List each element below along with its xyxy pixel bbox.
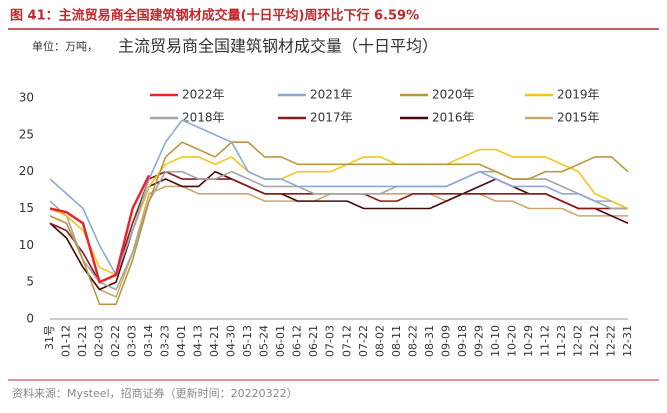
x-tick-label: 07-03: [324, 325, 337, 357]
y-tick-label: 15: [19, 201, 34, 215]
legend-label: 2020年: [432, 88, 475, 102]
x-tick-label: 07-22: [357, 325, 370, 357]
x-tick-label: 05-24: [258, 325, 271, 357]
x-tick-label: 04-21: [208, 325, 221, 357]
y-tick-label: 10: [19, 238, 34, 252]
x-tick-label: 10-10: [489, 325, 502, 357]
x-tick-label: 12-31: [621, 325, 634, 357]
x-tick-label: 06-01: [274, 325, 287, 357]
x-tick-label: 11-23: [555, 325, 568, 357]
y-tick-label: 25: [19, 127, 34, 141]
unit: 单位：万吨，: [32, 39, 98, 53]
y-tick-label: 20: [19, 164, 34, 178]
legend-label: 2017年: [310, 111, 353, 125]
chart-title: 主流贸易商全国建筑钢材成交量（十日平均）: [118, 37, 438, 56]
y-tick-label: 30: [19, 91, 34, 105]
x-tick-label: 11-12: [538, 325, 551, 357]
x-tick-label: 08-31: [423, 325, 436, 357]
legend-label: 2022年: [182, 88, 225, 102]
x-tick-label: 31号: [43, 325, 56, 350]
x-tick-label: 06-12: [291, 325, 304, 357]
x-tick-label: 09-29: [472, 325, 485, 357]
legend-label: 2019年: [557, 88, 600, 102]
series-line: [49, 170, 628, 291]
series-line: [49, 148, 629, 276]
x-tick-label: 04-13: [192, 325, 205, 357]
x-tick-label: 12-22: [604, 325, 617, 357]
series-line: [49, 170, 629, 291]
x-tick-label: 08-11: [390, 325, 403, 357]
x-tick-label: 03-03: [126, 325, 139, 357]
x-tick-label: 02-03: [93, 325, 106, 357]
x-tick-label: 09-09: [439, 325, 452, 357]
x-tick-label: 01-12: [60, 325, 73, 357]
x-tick-label: 02-22: [109, 325, 122, 357]
x-tick-label: 12-02: [571, 325, 584, 357]
x-tick-label: 06-21: [307, 325, 320, 357]
source: 资料来源：Mysteel，招商证券（更新时间：20220322）: [12, 386, 298, 400]
legend-label: 2018年: [182, 111, 225, 125]
x-tick-label: 05-13: [241, 325, 254, 357]
x-tick-label: 04-01: [175, 325, 188, 357]
y-tick-label: 0: [26, 312, 34, 326]
x-tick-label: 10-20: [505, 325, 518, 357]
series-line: [49, 119, 612, 276]
legend-label: 2021年: [310, 88, 353, 102]
legend-label: 2016年: [432, 111, 475, 125]
x-tick-label: 10-29: [522, 325, 535, 357]
x-tick-label: 08-02: [373, 325, 386, 357]
x-tick-label: 03-23: [159, 325, 172, 357]
x-tick-label: 01-21: [76, 325, 89, 357]
x-tick-label: 12-12: [588, 325, 601, 357]
x-tick-label: 08-22: [406, 325, 419, 357]
series-line: [49, 170, 628, 283]
series-line: [49, 174, 151, 284]
x-tick-label: 07-12: [340, 325, 353, 357]
legend-label: 2015年: [557, 111, 600, 125]
x-tick-label: 03-14: [142, 325, 155, 357]
y-tick-label: 5: [26, 275, 34, 289]
x-tick-label: 09-18: [456, 325, 469, 357]
figure-title: 图 41：主流贸易商全国建筑钢材成交量(十日平均)周环比下行 6.59%: [10, 8, 419, 24]
x-tick-label: 04-30: [225, 325, 238, 357]
series-line: [49, 141, 629, 306]
